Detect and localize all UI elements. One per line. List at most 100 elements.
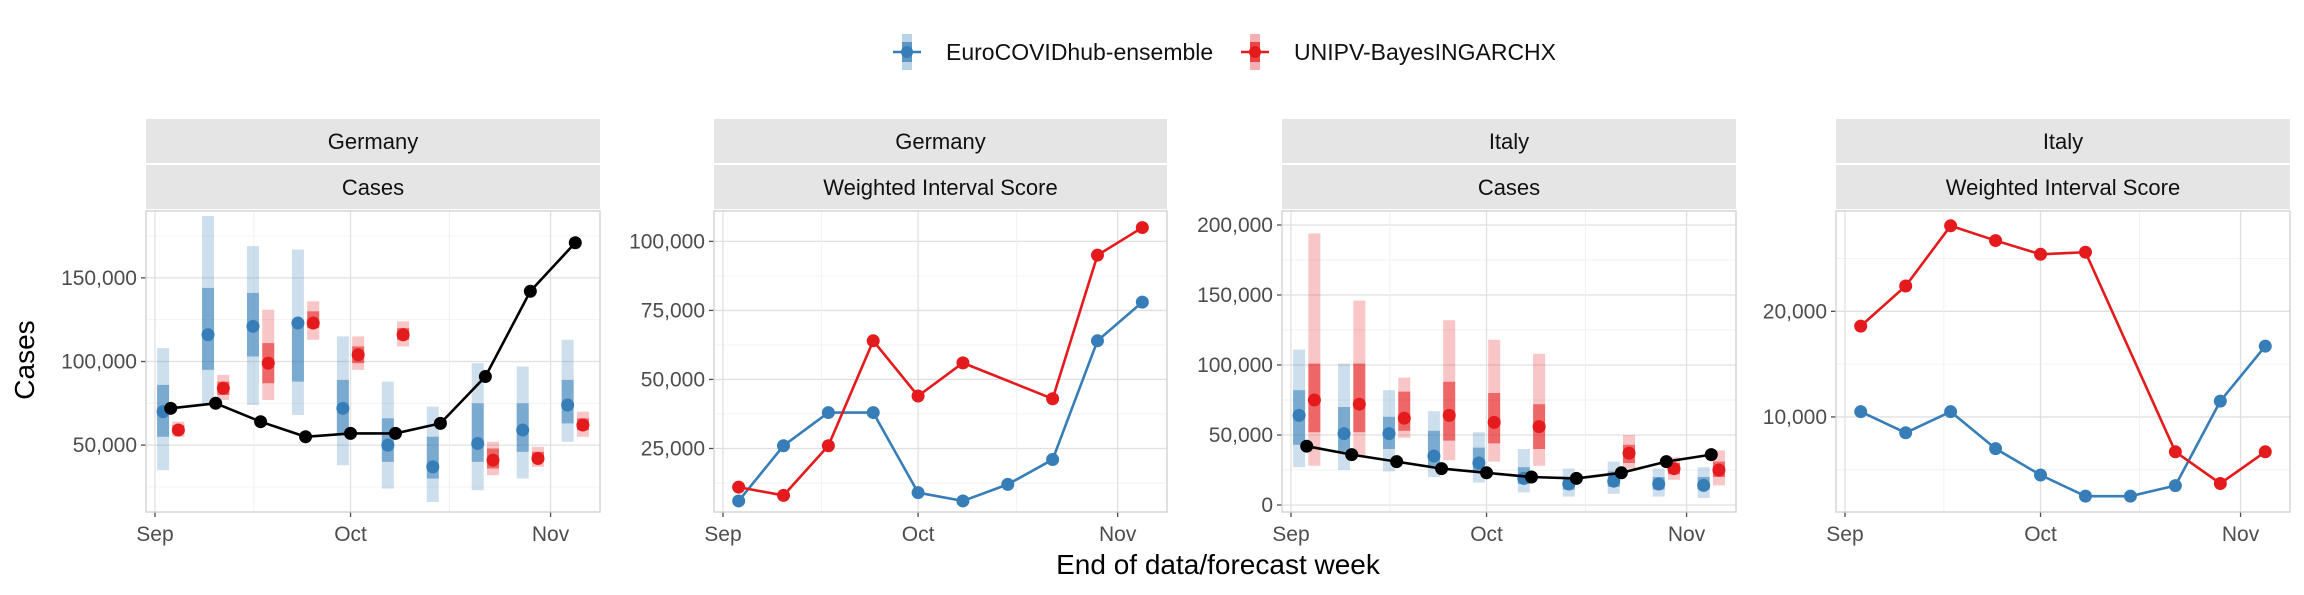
x-tick-label: Sep	[704, 523, 741, 546]
interval-median-point	[561, 398, 575, 412]
y-tick-label: 100,000	[1197, 354, 1273, 377]
score-point	[2213, 394, 2227, 408]
score-point	[821, 439, 835, 453]
score-point	[2213, 476, 2227, 490]
observed-point	[433, 416, 447, 430]
interval-median-point	[261, 356, 275, 370]
interval-median-point	[336, 401, 350, 415]
interval-median-point	[246, 319, 260, 333]
score-point	[777, 439, 791, 453]
facet-strip-label: Germany	[895, 129, 985, 154]
interval-inner-band	[471, 403, 484, 462]
x-tick-label: Nov	[532, 523, 570, 546]
y-tick-label: 150,000	[1197, 284, 1273, 307]
score-line	[1860, 345, 2267, 498]
interval-median-point	[1472, 456, 1486, 470]
facet-strip-label: Cases	[342, 175, 404, 200]
facet-strip-label: Italy	[2043, 129, 2083, 154]
x-tick-label: Oct	[334, 523, 367, 546]
facet-strip	[714, 165, 1167, 209]
observed-point	[209, 396, 223, 410]
observed-point	[1300, 439, 1314, 453]
panel: Germany Weighted Interval Score 25,000 50,0…	[629, 119, 1168, 546]
y-tick-label: 50,000	[1209, 424, 1273, 447]
interval-median-point	[1607, 474, 1621, 488]
facet-strip	[714, 119, 1167, 163]
score-point	[1135, 295, 1149, 309]
facet-strip	[1836, 119, 2290, 163]
y-tick-label: 75,000	[641, 299, 705, 322]
score-point	[1899, 279, 1913, 293]
y-tick-label: 200,000	[1197, 214, 1273, 237]
facet-strip	[146, 165, 600, 209]
interval-inner-band	[291, 323, 304, 382]
legend-item: EuroCOVIDhub-ensemble	[893, 34, 1213, 70]
interval-median-point	[1427, 449, 1441, 463]
observed-point	[1435, 462, 1449, 476]
interval-median-point	[216, 381, 230, 395]
y-tick-label: 50,000	[641, 368, 705, 391]
score-point	[911, 389, 925, 403]
observed-point	[1345, 448, 1359, 462]
interval-median-point	[1397, 411, 1411, 425]
score-point	[1001, 477, 1015, 491]
observed-point	[568, 236, 582, 250]
score-point	[732, 480, 746, 494]
x-tick-label: Oct	[2024, 523, 2057, 546]
observed-point	[1569, 471, 1583, 485]
score-point	[2168, 445, 2182, 459]
score-point	[866, 334, 880, 348]
score-line	[1859, 224, 2267, 486]
y-tick-label: 25,000	[641, 437, 705, 460]
observed-point	[523, 284, 537, 298]
score-point	[2034, 468, 2048, 482]
y-tick-label: 150,000	[61, 267, 137, 290]
interval-median-point	[576, 418, 590, 432]
interval-median-point	[426, 460, 440, 474]
x-tick-label: Sep	[1826, 523, 1863, 546]
facet-strip-label: Germany	[328, 129, 418, 154]
score-point	[2034, 247, 2048, 261]
panel: Germany Cases 50,000 100,000 150,000 Sep Oct No…	[61, 119, 601, 546]
score-line	[738, 226, 1144, 497]
score-point	[1989, 442, 2003, 456]
score-point	[732, 494, 746, 508]
interval-median-point	[1697, 478, 1711, 492]
observed-point	[299, 430, 313, 444]
score-point	[1989, 234, 2003, 248]
observed-point	[388, 426, 402, 440]
interval-median-point	[306, 316, 320, 330]
x-tick-label: Oct	[1470, 523, 1503, 546]
score-point	[1090, 334, 1104, 348]
interval-inner-band	[1398, 391, 1411, 431]
x-tick-label: Oct	[902, 523, 935, 546]
facet-strip	[1836, 165, 2290, 209]
facet-strip	[1282, 119, 1736, 163]
legend-key-point	[901, 46, 913, 58]
x-tick-label: Nov	[1099, 523, 1137, 546]
observed-point	[1390, 455, 1404, 469]
interval-median-point	[351, 348, 365, 362]
interval-median-point	[201, 328, 215, 342]
interval-median-point	[516, 423, 530, 437]
y-tick-label: 100,000	[629, 230, 705, 253]
legend: EuroCOVIDhub-ensemble UNIPV-BayesINGARCHX	[893, 34, 1556, 70]
x-tick-label: Nov	[1668, 523, 1706, 546]
score-point	[1854, 319, 1868, 333]
interval-median-point	[1532, 420, 1546, 434]
legend-item: UNIPV-BayesINGARCHX	[1241, 34, 1556, 70]
facet-strip-label: Italy	[1489, 129, 1529, 154]
facet-strip-label: Cases	[1478, 175, 1540, 200]
observed-point	[1614, 466, 1628, 480]
x-axis-title: End of data/forecast week	[1056, 549, 1381, 580]
observed-point	[1524, 470, 1538, 484]
score-point	[2258, 339, 2272, 353]
y-tick-label: 50,000	[73, 434, 137, 457]
legend-key-point	[1249, 46, 1261, 58]
panel-border	[713, 210, 1168, 513]
panels: Germany Cases 50,000 100,000 150,000 Sep Oct No…	[61, 119, 2291, 546]
score-point	[2258, 445, 2272, 459]
observed-point	[344, 426, 358, 440]
x-tick-label: Sep	[136, 523, 173, 546]
interval-median-point	[396, 328, 410, 342]
